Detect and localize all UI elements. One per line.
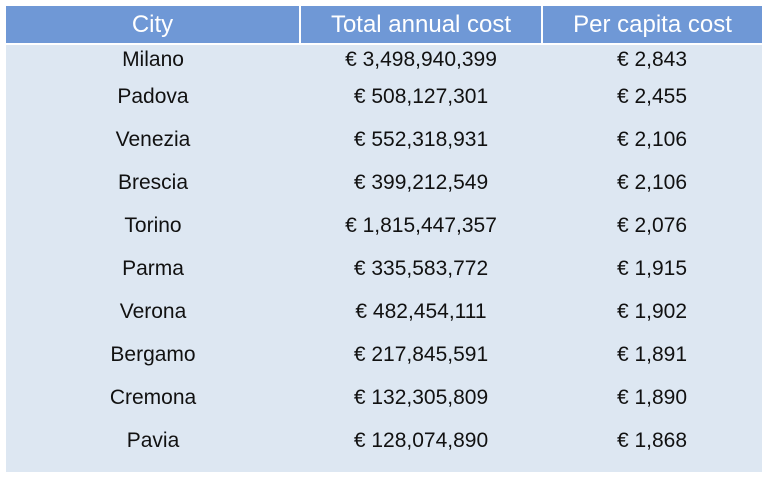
cell-per-capita-cost: € 1,890 (616, 385, 688, 409)
table-row: Milano € 3,498,940,399 € 2,843 (6, 44, 762, 75)
cell-total-annual-cost: € 552,318,931 (353, 127, 489, 151)
cell-per-capita-cost: € 2,455 (616, 84, 688, 108)
table-row: Torino € 1,815,447,357 € 2,076 (6, 204, 762, 247)
cell-per-capita-cost: € 2,106 (616, 170, 688, 194)
table-header: City Total annual cost Per capita cost (6, 6, 762, 45)
cell-total-annual-cost: € 399,212,549 (353, 170, 489, 194)
cell-total-annual-cost: € 132,305,809 (353, 385, 489, 409)
cell-per-capita-cost: € 1,868 (616, 428, 688, 452)
table-row: Brescia € 399,212,549 € 2,106 (6, 161, 762, 204)
header-row: City Total annual cost Per capita cost (6, 6, 762, 45)
cell-total-annual-cost: € 3,498,940,399 (345, 48, 497, 71)
table-row: Pavia € 128,074,890 € 1,868 (6, 419, 762, 462)
cell-city: Torino (124, 213, 182, 237)
cell-city: Bergamo (110, 342, 196, 366)
table-row: Verona € 482,454,111 € 1,902 (6, 290, 762, 333)
cell-city: Padova (117, 84, 189, 108)
cell-per-capita-cost: € 1,902 (616, 299, 688, 323)
table-row: Cremona € 132,305,809 € 1,890 (6, 376, 762, 419)
cell-per-capita-cost: € 1,891 (616, 342, 688, 366)
cell-city: Cremona (109, 385, 197, 409)
cell-city: Milano (122, 48, 184, 71)
table-body: Milano € 3,498,940,399 € 2,843 Padova € 508,… (6, 44, 762, 462)
cell-city: Pavia (126, 428, 180, 452)
cell-city: Verona (119, 299, 187, 323)
cell-city: Brescia (117, 170, 189, 194)
cell-per-capita-cost: € 2,076 (616, 213, 688, 237)
cell-per-capita-cost: € 2,843 (616, 48, 688, 71)
cell-per-capita-cost: € 2,106 (616, 127, 688, 151)
table-row: Bergamo € 217,845,591 € 1,891 (6, 333, 762, 376)
cell-total-annual-cost: € 1,815,447,357 (345, 213, 497, 237)
cell-city: Parma (122, 256, 184, 280)
cell-total-annual-cost: € 128,074,890 (353, 428, 489, 452)
cell-total-annual-cost: € 335,583,772 (353, 256, 489, 280)
column-header-total-annual-cost: Total annual cost (300, 6, 543, 45)
cell-total-annual-cost: € 482,454,111 (355, 299, 487, 323)
cost-table-container: City Total annual cost Per capita cost M… (6, 6, 762, 472)
table-row: Parma € 335,583,772 € 1,915 (6, 247, 762, 290)
table-row: Venezia € 552,318,931 € 2,106 (6, 118, 762, 161)
table-row: Padova € 508,127,301 € 2,455 (6, 75, 762, 118)
cell-total-annual-cost: € 217,845,591 (353, 342, 489, 366)
cell-per-capita-cost: € 1,915 (616, 256, 688, 280)
cell-total-annual-cost: € 508,127,301 (353, 84, 489, 108)
cell-city: Venezia (115, 127, 191, 151)
column-header-per-capita-cost: Per capita cost (542, 6, 762, 45)
cost-table: City Total annual cost Per capita cost M… (6, 6, 762, 462)
column-header-city: City (6, 6, 301, 45)
